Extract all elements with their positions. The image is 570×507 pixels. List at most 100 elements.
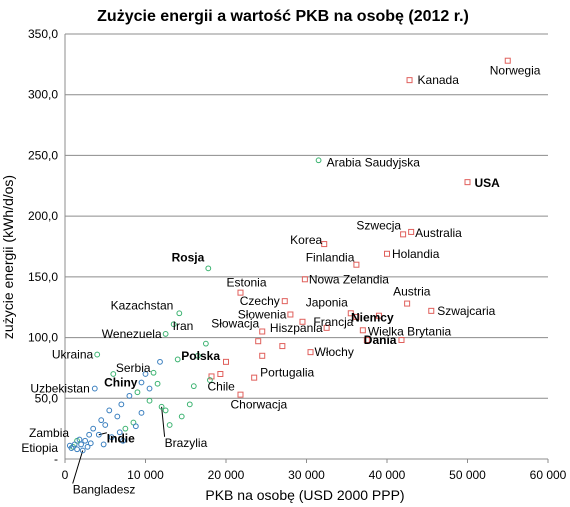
y-tick-label: 200,0 <box>28 209 58 223</box>
point-label: Francja <box>313 315 353 329</box>
y-tick-label: - <box>54 452 58 466</box>
data-point <box>400 231 407 238</box>
data-point <box>281 298 288 305</box>
point-label: Czechy <box>240 294 280 308</box>
data-point <box>353 313 360 320</box>
data-point <box>170 321 177 328</box>
point-label: Wielka Brytania <box>368 324 452 338</box>
data-point <box>359 327 366 334</box>
data-point <box>251 374 258 381</box>
data-point <box>87 440 94 447</box>
data-point <box>95 431 102 438</box>
x-tick-label: 10 000 <box>127 468 164 482</box>
point-label: Bangladesz <box>73 483 136 497</box>
point-label: Uzbekistan <box>30 382 89 396</box>
data-point <box>321 241 328 248</box>
data-point <box>301 276 308 283</box>
data-point <box>122 425 129 432</box>
data-point <box>90 425 97 432</box>
point-label: Indie <box>107 432 135 446</box>
data-point <box>237 289 244 296</box>
point-label: Kazachstan <box>111 298 174 312</box>
point-label: Norwegia <box>490 64 541 78</box>
data-point <box>259 352 266 359</box>
data-point <box>464 179 471 186</box>
data-point <box>91 385 98 392</box>
data-point <box>82 437 89 444</box>
data-point <box>363 337 370 343</box>
data-point <box>255 338 262 345</box>
x-tick-label: 20 000 <box>208 468 245 482</box>
point-label: Szwajcaria <box>437 304 495 318</box>
data-point <box>102 422 109 428</box>
data-point <box>208 373 215 380</box>
point-label: Wenezuela <box>102 327 162 341</box>
point-label: Arabia Saudyjska <box>327 155 421 169</box>
data-point <box>86 431 93 438</box>
data-point <box>134 389 141 396</box>
point-label: Zambia <box>29 426 69 440</box>
y-tick-label: 350,0 <box>28 27 58 41</box>
data-point <box>158 403 165 410</box>
point-label: Japonia <box>306 295 348 309</box>
data-point <box>223 358 229 365</box>
y-tick-label: 50,0 <box>35 391 59 405</box>
data-point <box>408 228 415 235</box>
data-point <box>504 57 511 64</box>
point-label: Etiopia <box>21 441 58 455</box>
data-point <box>142 371 149 377</box>
data-point <box>217 371 224 377</box>
point-label: Nowa Zelandia <box>309 272 389 286</box>
point-label: Kanada <box>418 73 460 87</box>
data-point <box>323 324 330 331</box>
point-label: Dania <box>364 333 397 347</box>
data-point <box>126 392 133 399</box>
x-tick-label: 0 <box>62 468 69 482</box>
data-point <box>74 446 80 453</box>
data-point <box>110 371 117 377</box>
point-label: Rosja <box>172 250 205 264</box>
point-label: Słowenia <box>238 308 287 322</box>
leader-line <box>72 450 84 484</box>
point-label: Ukraina <box>52 348 94 362</box>
point-label: Serbia <box>116 361 151 375</box>
data-point <box>162 331 169 337</box>
point-label: Polska <box>181 349 220 363</box>
point-label: Holandia <box>392 247 440 261</box>
grid-lines <box>64 33 548 460</box>
data-point <box>76 436 83 443</box>
x-tick-label: 60 000 <box>530 468 567 482</box>
data-point <box>205 265 212 272</box>
data-point <box>299 318 306 325</box>
point-label: Słowacja <box>211 317 259 331</box>
point-label: Korea <box>290 233 322 247</box>
y-tick-label: 300,0 <box>28 88 58 102</box>
point-label: Estonia <box>226 276 266 290</box>
data-point <box>174 356 181 363</box>
data-point <box>98 417 105 424</box>
data-point <box>154 380 161 387</box>
data-point <box>108 434 115 441</box>
y-axis-ticks: - 50,0 100,0 150,0 200,0 250,0 300,0 350,0 <box>28 27 58 466</box>
data-point <box>178 413 185 420</box>
data-point <box>100 441 107 448</box>
data-point <box>353 261 360 268</box>
data-point <box>116 429 123 436</box>
y-tick-label: 150,0 <box>28 270 58 284</box>
data-points <box>66 57 511 454</box>
data-point <box>307 349 314 356</box>
data-point <box>287 311 294 318</box>
data-point <box>428 307 435 314</box>
y-tick-label: 250,0 <box>28 148 58 162</box>
point-label: Finlandia <box>306 251 355 265</box>
data-point <box>150 369 157 376</box>
chart-title: Zużycie energii a wartość PKB na osobę (… <box>97 8 469 25</box>
x-tick-label: 50 000 <box>449 468 486 482</box>
data-point <box>166 422 173 428</box>
point-label: Chorwacja <box>230 398 287 412</box>
data-point <box>66 442 73 449</box>
point-label: Iran <box>173 319 194 333</box>
data-point <box>190 383 197 390</box>
y-tick-label: 100,0 <box>28 331 58 345</box>
